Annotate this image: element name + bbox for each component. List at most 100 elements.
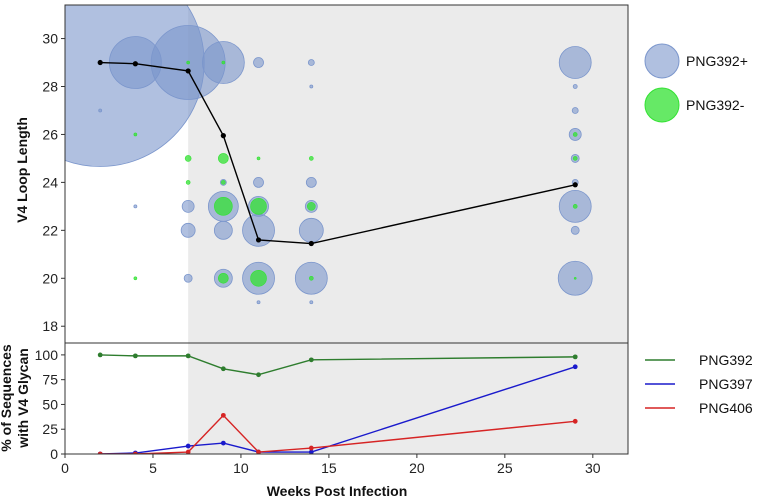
series-point-png392 xyxy=(185,353,191,359)
minus-bubble xyxy=(256,156,261,161)
plus-bubble xyxy=(307,59,315,66)
minus-bubble xyxy=(133,276,138,281)
bottom-y-tick-label: 0 xyxy=(50,446,58,462)
plus-bubble xyxy=(213,220,233,240)
minus-bubble xyxy=(572,132,578,137)
minus-bubble xyxy=(307,202,316,211)
bottom-y-tick-label: 50 xyxy=(42,396,58,412)
legend-marker-png392-plus xyxy=(644,43,680,79)
plus-bubble xyxy=(298,217,324,243)
x-tick-label: 15 xyxy=(321,460,337,476)
glycan-series-lines xyxy=(97,352,578,454)
x-tick-label: 10 xyxy=(233,460,249,476)
plus-bubble xyxy=(98,108,103,113)
bottom-legend: PNG392 PNG397 PNG406 xyxy=(645,352,753,416)
series-point-png406 xyxy=(97,451,103,454)
plus-bubble xyxy=(253,176,264,188)
series-point-png392 xyxy=(572,354,578,360)
plus-bubble xyxy=(570,225,580,235)
top-y-tick-label: 22 xyxy=(42,222,58,238)
bottom-panel: 0 25 50 75 100 0 5 10 15 20 25 30 % of Sequences w… xyxy=(0,342,629,499)
minus-bubble xyxy=(218,153,229,164)
series-point-png406 xyxy=(572,418,578,424)
bottom-y-axis-label-line-1: % of Sequences xyxy=(0,344,14,452)
legend-label-png406: PNG406 xyxy=(699,400,753,416)
series-point-png406 xyxy=(185,449,191,454)
minus-bubble xyxy=(221,180,226,185)
top-y-tick-label: 18 xyxy=(42,318,58,334)
top-y-ticks: 18 20 22 24 26 28 30 xyxy=(42,31,65,334)
series-point-png406 xyxy=(256,449,261,454)
plus-bubble xyxy=(558,46,592,79)
x-tick-label: 0 xyxy=(61,460,69,476)
mean-line-point xyxy=(572,182,578,188)
minus-bubble xyxy=(218,272,229,284)
top-y-tick-label: 26 xyxy=(42,126,58,142)
mean-line-point xyxy=(132,61,138,67)
series-point-png392 xyxy=(220,366,226,372)
minus-bubble xyxy=(572,156,578,161)
series-point-png392 xyxy=(308,357,314,363)
minus-bubble xyxy=(250,269,267,287)
series-point-png397 xyxy=(572,364,578,370)
plus-bubble xyxy=(181,199,195,213)
series-point-png392 xyxy=(256,372,261,378)
plus-bubble xyxy=(572,84,578,89)
x-axis-label: Weeks Post Infection xyxy=(267,483,408,499)
legend-marker-png392-minus xyxy=(644,87,680,123)
mean-line-point xyxy=(97,59,103,66)
minus-bubble xyxy=(250,198,267,215)
x-tick-label: 20 xyxy=(409,460,425,476)
plus-bubble xyxy=(180,222,196,238)
top-y-tick-label: 30 xyxy=(42,31,58,47)
bottom-shaded-region xyxy=(188,343,628,454)
plus-bubble xyxy=(309,300,314,305)
bottom-panel-frame xyxy=(64,342,629,455)
mean-line-point xyxy=(255,237,262,243)
minus-bubble xyxy=(572,204,578,209)
bottom-y-axis-label-line-2: with V4 Glycan xyxy=(15,348,31,449)
minus-bubble xyxy=(185,180,191,185)
mean-line-point xyxy=(308,240,314,247)
minus-bubble xyxy=(184,155,192,162)
legend-label-png392-plus: PNG392+ xyxy=(686,53,748,69)
x-tick-label: 25 xyxy=(497,460,513,476)
mean-line-point xyxy=(185,68,191,74)
series-point-png397 xyxy=(220,440,226,446)
series-point-png392 xyxy=(132,353,138,359)
top-legend: PNG392+ PNG392- xyxy=(644,43,748,123)
plus-bubble xyxy=(305,176,317,188)
top-y-tick-label: 28 xyxy=(42,79,58,95)
minus-bubble xyxy=(214,197,233,216)
legend-label-png397: PNG397 xyxy=(699,376,753,392)
minus-bubbles xyxy=(133,60,578,287)
series-point-png392 xyxy=(97,352,103,358)
mean-loop-length-line xyxy=(97,59,578,247)
series-point-png406 xyxy=(308,445,314,451)
top-y-tick-label: 24 xyxy=(42,174,58,190)
legend-label-png392: PNG392 xyxy=(699,352,753,368)
top-y-tick-label: 20 xyxy=(42,270,58,286)
mean-line-point xyxy=(220,133,226,139)
minus-bubble xyxy=(133,132,138,137)
minus-bubble xyxy=(221,60,226,65)
bottom-y-tick-label: 100 xyxy=(35,347,59,363)
plus-bubble xyxy=(253,57,264,68)
series-point-png406 xyxy=(132,451,138,454)
top-y-axis-label: V4 Loop Length xyxy=(14,117,30,223)
plus-bubble xyxy=(133,204,138,209)
plus-bubble xyxy=(309,84,314,89)
top-panel: 18 20 22 24 26 28 30 V4 Loop Length xyxy=(14,4,629,344)
x-ticks: 0 5 10 15 20 25 30 xyxy=(61,454,601,476)
plus-bubble xyxy=(571,107,579,114)
x-tick-label: 5 xyxy=(149,460,157,476)
x-tick-label: 30 xyxy=(585,460,601,476)
series-point-png406 xyxy=(220,412,226,418)
series-point-png397 xyxy=(185,443,191,449)
legend-label-png392-minus: PNG392- xyxy=(686,97,745,113)
minus-bubble xyxy=(309,156,314,161)
bottom-y-tick-label: 75 xyxy=(42,372,58,388)
minus-bubble xyxy=(186,60,190,65)
plus-bubble xyxy=(183,273,193,283)
bottom-y-ticks: 0 25 50 75 100 xyxy=(35,347,65,462)
